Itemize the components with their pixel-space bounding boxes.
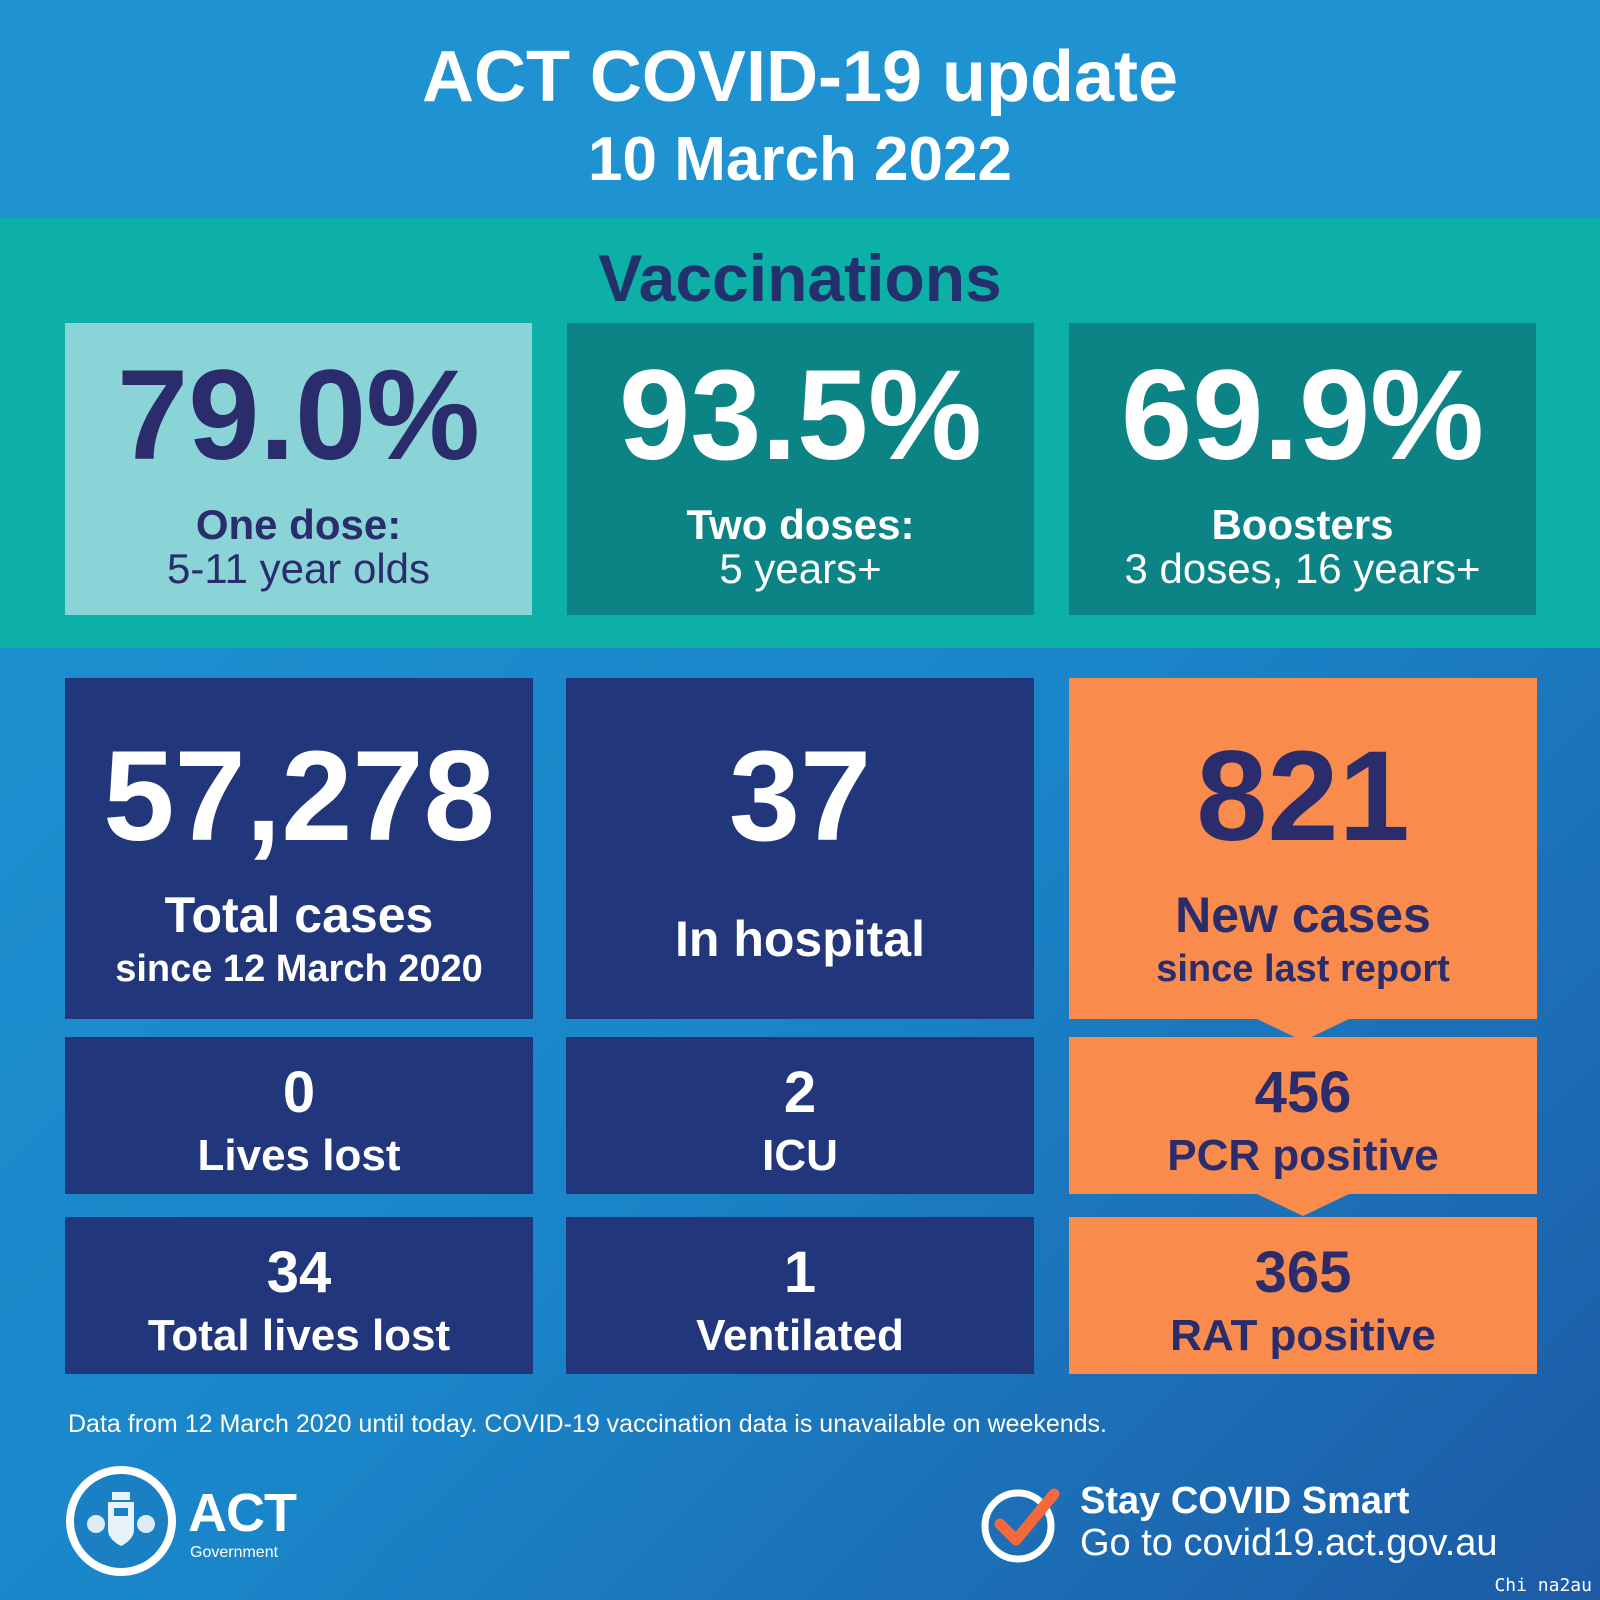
watermark: Chi na2au	[1494, 1575, 1592, 1596]
logo-name: ACT	[188, 1483, 297, 1543]
pcr-positive-card: 456 PCR positive	[1069, 1037, 1537, 1194]
vaccination-percent: 69.9%	[1121, 344, 1484, 487]
vaccination-label: Two doses:	[686, 501, 915, 548]
rat-positive-card: 365 RAT positive	[1069, 1217, 1537, 1374]
new-cases-value: 821	[1196, 725, 1410, 868]
vaccination-percent: 79.0%	[117, 344, 480, 487]
total-lives-lost-card: 34 Total lives lost	[65, 1217, 533, 1374]
checkmark-icon	[981, 1488, 1060, 1563]
ventilated-label: Ventilated	[696, 1311, 904, 1360]
page-title: ACT COVID-19 update	[421, 37, 1179, 117]
vaccination-percent: 93.5%	[619, 344, 982, 487]
ventilated-card: 1 Ventilated	[566, 1217, 1034, 1374]
ventilated-value: 1	[783, 1240, 817, 1305]
covid-website-link: Go to covid19.act.gov.au	[1080, 1522, 1498, 1564]
icu-label: ICU	[762, 1131, 838, 1180]
down-arrow-icon	[1257, 1194, 1349, 1216]
icu-value: 2	[783, 1060, 817, 1125]
down-arrow-icon	[1257, 1019, 1349, 1041]
data-footnote: Data from 12 March 2020 until today. COV…	[68, 1410, 1108, 1438]
new-cases-sublabel: since last report	[1156, 948, 1450, 990]
total-lives-lost-label: Total lives lost	[147, 1311, 451, 1360]
in-hospital-value: 37	[728, 725, 872, 868]
new-cases-label: New cases	[1175, 887, 1431, 943]
lives-lost-card: 0 Lives lost	[65, 1037, 533, 1194]
new-cases-card: 821 New cases since last report	[1069, 678, 1537, 1019]
total-cases-card: 57,278 Total cases since 12 March 2020	[65, 678, 533, 1019]
header-banner: ACT COVID-19 update 10 March 2022	[0, 0, 1600, 218]
total-cases-label: Total cases	[164, 887, 434, 943]
vaccinations-section: Vaccinations 79.0% One dose: 5-11 year o…	[0, 218, 1600, 648]
stay-covid-smart-banner: Stay COVID Smart Go to covid19.act.gov.a…	[980, 1478, 1540, 1578]
icu-card: 2 ICU	[566, 1037, 1034, 1194]
vaccinations-heading: Vaccinations	[598, 241, 1002, 315]
in-hospital-card: 37 In hospital	[566, 678, 1034, 1019]
total-cases-sublabel: since 12 March 2020	[115, 948, 483, 990]
vaccination-card-boosters: 69.9% Boosters 3 doses, 16 years+	[1069, 323, 1536, 615]
stay-covid-smart-heading: Stay COVID Smart	[1080, 1480, 1410, 1522]
lives-lost-label: Lives lost	[197, 1131, 401, 1180]
vaccination-card-one-dose: 79.0% One dose: 5-11 year olds	[65, 323, 532, 615]
vaccination-card-two-doses: 93.5% Two doses: 5 years+	[567, 323, 1034, 615]
update-date: 10 March 2022	[588, 125, 1012, 194]
rat-positive-value: 365	[1254, 1240, 1352, 1305]
vaccination-label: Boosters	[1211, 501, 1394, 548]
total-cases-value: 57,278	[103, 725, 495, 868]
lives-lost-value: 0	[282, 1060, 316, 1125]
vaccination-sublabel: 5-11 year olds	[166, 545, 431, 592]
act-government-logo: ACT Government	[66, 1466, 356, 1576]
in-hospital-label: In hospital	[675, 911, 925, 967]
rat-positive-label: RAT positive	[1170, 1311, 1436, 1360]
vaccination-sublabel: 3 doses, 16 years+	[1124, 545, 1481, 592]
logo-subtitle: Government	[190, 1544, 279, 1561]
pcr-positive-label: PCR positive	[1167, 1131, 1439, 1180]
pcr-positive-value: 456	[1254, 1060, 1352, 1125]
total-lives-lost-value: 34	[266, 1240, 332, 1305]
vaccination-sublabel: 5 years+	[719, 545, 882, 592]
coat-of-arms-icon	[66, 1466, 176, 1576]
vaccination-label: One dose:	[195, 501, 402, 548]
